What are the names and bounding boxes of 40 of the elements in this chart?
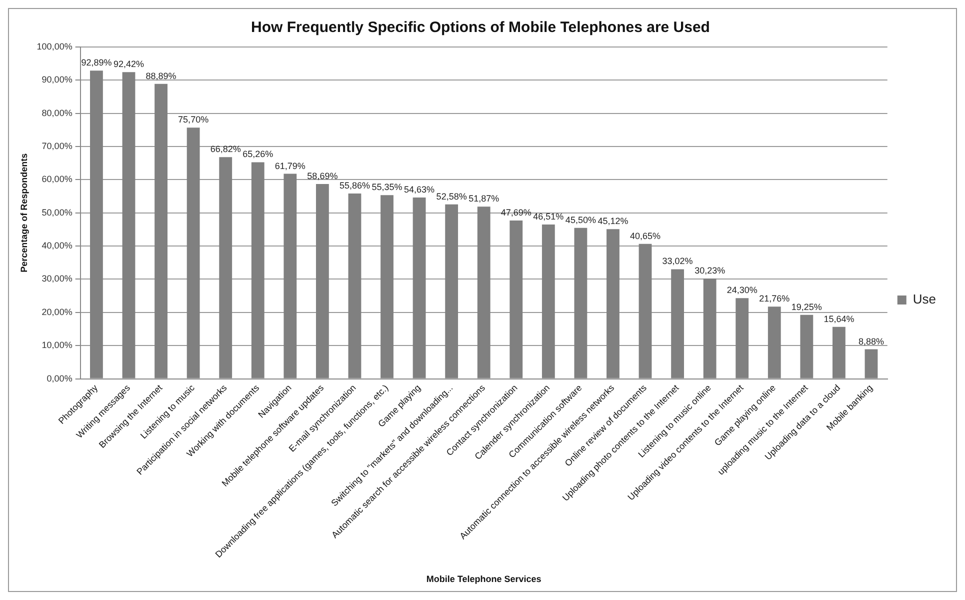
data-label: 33,02% [662,256,693,266]
y-tick-label: 70,00% [42,141,72,152]
y-tick-label: 30,00% [42,274,72,284]
x-axis-title: Mobile Telephone Services [426,574,542,584]
chart-title: How Frequently Specific Options of Mobile Telephones are Used [251,19,710,36]
data-label: 19,25% [791,302,822,312]
y-tick-label: 40,00% [42,240,72,251]
data-label: 52,58% [436,191,467,202]
data-label: 15,64% [824,314,854,324]
data-label: 24,30% [726,285,758,296]
y-tick-label: 0,00% [46,373,72,384]
y-tick-label: 60,00% [42,174,72,184]
y-tick-label: 90,00% [42,74,72,85]
data-label: 46,51% [533,211,564,222]
data-label: 40,65% [630,230,661,241]
data-label: 66,82% [210,144,241,154]
y-tick-label: 20,00% [42,306,72,317]
data-label: 21,76% [759,294,790,304]
data-label: 55,35% [372,182,402,192]
data-label: 47,69% [500,208,532,218]
data-label: 61,79% [274,160,306,171]
data-label: 54,63% [404,184,435,195]
data-label: 51,87% [468,194,500,204]
y-tick-label: 10,00% [42,340,72,350]
data-label: 8,88% [858,336,884,346]
y-tick-label: 100,00% [36,41,72,52]
y-tick-label: 50,00% [42,207,72,218]
data-label: 88,89% [146,70,176,81]
data-label: 92,42% [113,59,144,70]
data-label: 55,86% [339,180,370,190]
legend-label: Use [912,292,936,307]
y-tick-label: 80,00% [42,108,72,118]
data-label: 92,89% [81,58,112,68]
y-axis-title: Percentage of Respondents [18,153,29,272]
data-label: 45,50% [565,214,596,225]
data-label: 45,12% [598,216,628,226]
data-label: 58,69% [307,171,338,182]
data-label: 75,70% [178,114,209,125]
data-label: 65,26% [242,149,274,160]
data-label: 30,23% [694,265,726,276]
